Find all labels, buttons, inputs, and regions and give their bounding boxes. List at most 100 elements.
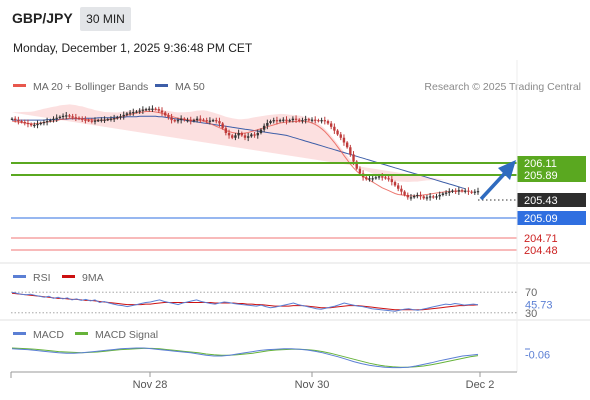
candle-body [355, 161, 358, 169]
resistance-tag [517, 168, 586, 182]
candle-body [352, 154, 355, 162]
candle-body [419, 194, 422, 197]
candle-body [29, 123, 33, 126]
candle-body [20, 121, 23, 123]
forecast-arrow [479, 170, 508, 201]
candle-body [288, 120, 291, 122]
macd-legend-swatch [13, 332, 26, 335]
candle-body [227, 132, 231, 136]
candle-body [157, 109, 161, 111]
macd-legend-label: MACD [33, 329, 64, 341]
candle-body [333, 126, 336, 131]
candle-body [132, 112, 135, 114]
candle-body [211, 120, 215, 122]
candle-body [199, 118, 202, 120]
candle-body [412, 195, 416, 198]
candle-body [189, 120, 192, 122]
candle-body [403, 191, 406, 195]
candle-body [195, 118, 199, 121]
candle-body [282, 119, 285, 121]
candle-body [33, 124, 36, 127]
candle-body [202, 119, 205, 121]
support-value: 204.71 [524, 233, 558, 245]
candle-body [262, 125, 266, 130]
candle-body [109, 118, 113, 120]
candle-body [253, 134, 256, 136]
candle-body [323, 120, 326, 122]
candle-body [269, 121, 272, 123]
support-value: 204.48 [524, 245, 558, 257]
resistance-tag [517, 156, 586, 170]
candle-body [87, 120, 90, 122]
candle-body [397, 185, 400, 189]
candle-body [23, 122, 26, 124]
candle-body [125, 113, 129, 115]
candle-body [106, 119, 109, 121]
rsi-legend-swatch [62, 275, 75, 278]
candle-body [154, 108, 157, 110]
candle-body [345, 142, 349, 148]
candle-body [358, 168, 362, 174]
candle-body [116, 117, 119, 119]
candle-body [320, 120, 323, 122]
candle-body [84, 119, 87, 121]
candle-body [237, 132, 240, 136]
candle-body [326, 121, 330, 124]
ma50-tag [517, 211, 586, 225]
current-price-tag [517, 193, 586, 207]
rsi-line [11, 291, 479, 312]
candle-body [387, 178, 390, 180]
candle-body [374, 177, 378, 179]
candle-body [231, 135, 234, 138]
candle-body [74, 117, 78, 119]
legend-label-ma20: MA 20 + Bollinger Bands [33, 81, 148, 93]
candle-body [259, 129, 263, 133]
candle-body [173, 120, 176, 122]
time-axis-label: Dec 2 [466, 379, 495, 391]
datetime-label: Monday, December 1, 2025 9:36:48 PM CET [13, 41, 253, 55]
bollinger-band [12, 104, 466, 183]
candle-body [52, 118, 55, 121]
candle-body [26, 122, 30, 125]
candle-body [167, 115, 170, 118]
macd-legend-label: MACD Signal [95, 329, 158, 341]
candle-body [246, 136, 250, 138]
candle-body [42, 122, 46, 124]
macd-last-value: -0.06 [525, 349, 550, 361]
candle-body [71, 116, 74, 118]
candle-body [100, 119, 103, 121]
candle-body [122, 114, 125, 117]
candle-body [425, 197, 429, 199]
candle-body [96, 120, 100, 122]
rsi-last-value: 45.73 [525, 300, 553, 312]
ma50-line [12, 115, 466, 190]
time-axis-label: Nov 28 [133, 379, 168, 391]
candle-body [298, 119, 301, 122]
timeframe-badge[interactable]: 30 MIN [80, 7, 131, 31]
rsi-tick-label: 30 [525, 308, 537, 320]
current-price-value: 205.43 [524, 195, 558, 207]
candle-body [215, 120, 218, 122]
legend-label-ma50: MA 50 [175, 81, 205, 93]
candle-body [186, 120, 189, 122]
resistance-value: 206.11 [524, 158, 557, 170]
candle-body [10, 118, 14, 120]
candle-body [160, 110, 164, 113]
candle-body [368, 178, 371, 180]
candle-body [224, 128, 228, 133]
candle-body [432, 196, 435, 198]
candle-body [409, 197, 413, 199]
candle-body [406, 194, 409, 198]
candle-body [428, 196, 432, 198]
candle-body [128, 112, 132, 114]
candle-body [176, 120, 180, 122]
candle-body [339, 134, 342, 138]
macd-signal-line [11, 347, 479, 368]
candle-body [349, 147, 352, 155]
candle-body [208, 120, 212, 122]
candle-body [336, 130, 339, 135]
candle-body [457, 190, 461, 192]
candle-body [141, 109, 145, 111]
candle-body [444, 192, 448, 194]
candle-body [464, 190, 467, 192]
